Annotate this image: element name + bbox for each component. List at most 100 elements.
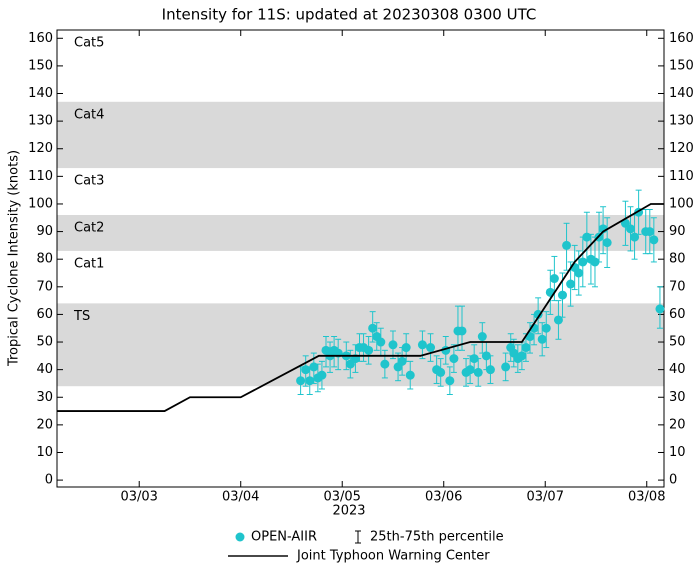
data-point xyxy=(501,362,511,372)
band-label: Cat2 xyxy=(74,221,104,236)
intensity-line xyxy=(57,203,664,412)
x-tick-label: 03/04 xyxy=(222,490,259,505)
y-axis-label: Tropical Cyclone Intensity (knots) xyxy=(7,150,22,367)
data-point xyxy=(309,362,319,372)
y-tick-label: 70 xyxy=(36,279,53,294)
data-point xyxy=(401,343,411,353)
y2-tick-label: 70 xyxy=(669,279,686,294)
y2-tick-label: 30 xyxy=(669,390,686,405)
y2-tick-label: 140 xyxy=(669,86,694,101)
y2-tick-label: 20 xyxy=(669,417,686,432)
y-tick-label: 110 xyxy=(28,169,53,184)
data-point xyxy=(574,268,584,278)
data-point xyxy=(630,232,640,242)
band-label: Cat3 xyxy=(74,174,104,189)
data-point xyxy=(397,356,407,366)
y-tick-label: 90 xyxy=(36,224,53,239)
legend-marker xyxy=(235,532,245,542)
y2-tick-label: 80 xyxy=(669,252,686,267)
category-band xyxy=(57,101,664,169)
band-label: TS xyxy=(73,309,90,324)
y2-tick-label: 120 xyxy=(669,141,694,156)
y2-tick-label: 60 xyxy=(669,307,686,322)
band-label: Cat4 xyxy=(74,107,104,122)
data-point xyxy=(296,376,306,386)
x-tick-label: 03/05 xyxy=(323,490,360,505)
data-point xyxy=(626,224,636,234)
data-point xyxy=(445,376,455,386)
data-point xyxy=(364,345,374,355)
data-point xyxy=(376,337,386,347)
data-point xyxy=(578,257,588,267)
data-point xyxy=(436,367,446,377)
y2-tick-label: 90 xyxy=(669,224,686,239)
data-point xyxy=(305,376,315,386)
data-point xyxy=(553,315,563,325)
x-tick-label: 03/06 xyxy=(425,490,462,505)
y2-tick-label: 0 xyxy=(669,473,677,488)
y2-tick-label: 160 xyxy=(669,31,694,46)
data-point xyxy=(405,370,415,380)
data-point xyxy=(655,304,665,314)
y-tick-label: 150 xyxy=(28,58,53,73)
data-point xyxy=(549,274,559,284)
x-tick-label: 03/07 xyxy=(527,490,564,505)
y2-tick-label: 10 xyxy=(669,445,686,460)
data-point xyxy=(481,351,491,361)
y-tick-label: 40 xyxy=(36,362,53,377)
data-point xyxy=(485,365,495,375)
data-point xyxy=(537,334,547,344)
y2-tick-label: 100 xyxy=(669,196,694,211)
data-point xyxy=(541,323,551,333)
data-point xyxy=(557,290,567,300)
y-tick-label: 80 xyxy=(36,252,53,267)
legend-label: 25th-75th percentile xyxy=(370,530,504,545)
y2-tick-label: 150 xyxy=(669,58,694,73)
y-tick-label: 0 xyxy=(45,473,53,488)
legend-label: Joint Typhoon Warning Center xyxy=(296,549,490,564)
y-tick-label: 160 xyxy=(28,31,53,46)
y-tick-label: 130 xyxy=(28,114,53,129)
data-point xyxy=(317,370,327,380)
data-point xyxy=(477,332,487,342)
y2-tick-label: 110 xyxy=(669,169,694,184)
y-tick-label: 140 xyxy=(28,86,53,101)
plot-frame xyxy=(56,29,665,488)
data-point xyxy=(368,323,378,333)
y-tick-label: 30 xyxy=(36,390,53,405)
data-point xyxy=(388,340,398,350)
data-point xyxy=(301,365,311,375)
data-point xyxy=(465,365,475,375)
y-tick-label: 50 xyxy=(36,335,53,350)
data-point xyxy=(649,235,659,245)
chart-title: Intensity for 11S: updated at 20230308 0… xyxy=(162,6,537,24)
legend-label: OPEN-AIIR xyxy=(251,530,317,545)
band-label: Cat1 xyxy=(74,256,104,271)
data-point xyxy=(582,232,592,242)
data-point xyxy=(473,367,483,377)
data-point xyxy=(457,326,467,336)
y-tick-label: 120 xyxy=(28,141,53,156)
y-tick-label: 60 xyxy=(36,307,53,322)
data-point xyxy=(449,354,459,364)
band-label: Cat5 xyxy=(74,36,104,51)
data-point xyxy=(380,359,390,369)
data-point xyxy=(566,279,576,289)
y-tick-label: 100 xyxy=(28,196,53,211)
data-point xyxy=(517,351,527,361)
y2-tick-label: 50 xyxy=(669,335,686,350)
data-point xyxy=(645,227,655,237)
data-point xyxy=(521,343,531,353)
y-tick-label: 10 xyxy=(36,445,53,460)
y-tick-label: 20 xyxy=(36,417,53,432)
data-point xyxy=(426,343,436,353)
data-point xyxy=(562,240,572,250)
data-point xyxy=(590,257,600,267)
x-tick-label: 03/08 xyxy=(628,490,665,505)
data-point xyxy=(533,309,543,319)
y2-tick-label: 130 xyxy=(669,114,694,129)
data-point xyxy=(602,238,612,248)
data-point xyxy=(417,340,427,350)
data-point xyxy=(469,354,479,364)
